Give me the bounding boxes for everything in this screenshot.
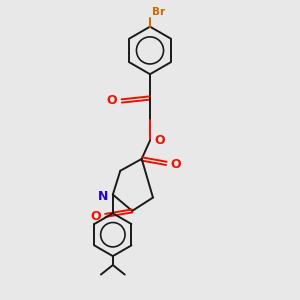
Text: N: N (98, 190, 109, 202)
Text: Br: Br (152, 7, 165, 17)
Text: O: O (154, 134, 165, 147)
Text: O: O (106, 94, 117, 107)
Text: O: O (90, 210, 101, 224)
Text: O: O (170, 158, 181, 171)
